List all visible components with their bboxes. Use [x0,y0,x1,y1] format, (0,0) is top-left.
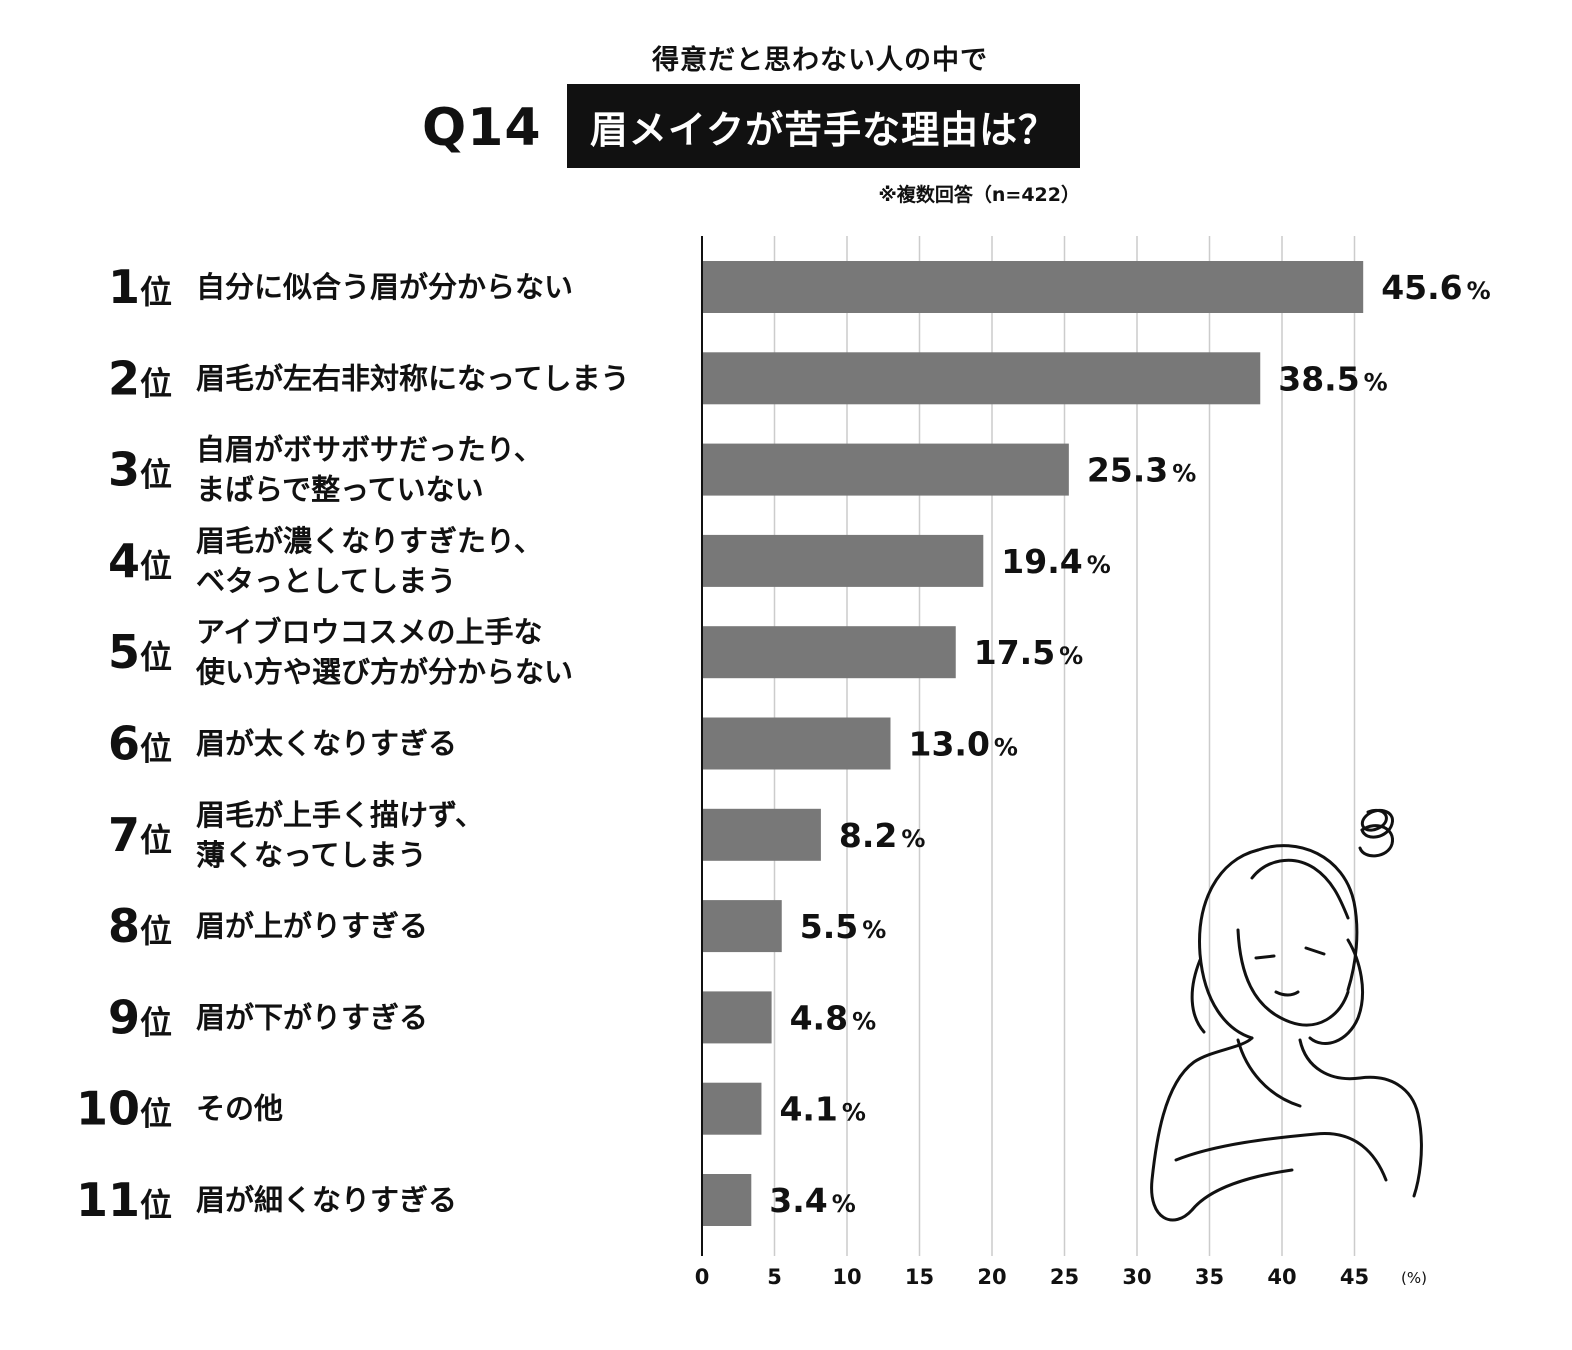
question-number: Q14 [422,98,542,158]
value-label: 4.1% [779,1090,866,1129]
category-label: まばらで整っていない [196,473,484,507]
bar [702,261,1364,313]
rank-label: 4位 [108,534,172,588]
rank-label: 5位 [108,625,172,679]
category-label: その他 [196,1092,283,1126]
value-label: 5.5% [800,907,887,946]
rank-label: 8位 [108,899,172,953]
x-tick-label: 40 [1267,1265,1296,1289]
x-unit-label: (%) [1401,1269,1427,1287]
value-label: 17.5% [974,633,1083,672]
bar [702,534,984,587]
rank-label: 10位 [76,1082,172,1136]
value-label: 25.3% [1087,451,1196,490]
value-label: 3.4% [769,1181,856,1220]
x-tick-label: 5 [767,1265,782,1289]
x-tick-label: 25 [1050,1265,1079,1289]
rank-label: 1位 [108,260,172,314]
bar [702,717,891,770]
worried-woman-illustration [1150,808,1423,1222]
grid-layer [773,236,1356,1256]
category-label: 自眉がボサボサだったり、 [196,433,543,467]
category-label: 眉毛が濃くなりすぎたり、 [196,524,543,558]
rank-label: 6位 [108,717,172,771]
x-tick-label: 30 [1122,1265,1151,1289]
category-label: 薄くなってしまう [196,838,427,872]
chart-title: 眉メイクが苦手な理由は？ [589,107,1058,152]
x-tick-label: 0 [695,1265,710,1289]
category-label: 眉が上がりすぎる [196,909,428,943]
text-layer: 0 5 10 15 20 25 30 35 40 45 (%) 1位 自分に似合う眉が分からない 45.6… [76,260,1491,1289]
category-label: 眉毛が左右非対称になってしまう [196,361,630,395]
rank-label: 3位 [108,443,172,497]
chart-title-box: 眉メイクが苦手な理由は？ [567,84,1080,168]
x-tick-label: 35 [1195,1265,1224,1289]
bar [702,991,772,1044]
category-label: 眉が細くなりすぎる [196,1183,457,1217]
category-label: 使い方や選び方が分からない [195,655,573,689]
x-tick-label: 20 [977,1265,1006,1289]
bar [702,1082,762,1135]
rank-label: 11位 [76,1173,172,1227]
value-label: 4.8% [790,998,877,1037]
value-label: 8.2% [839,816,926,855]
value-label: 13.0% [909,725,1018,764]
bar [702,626,956,679]
x-tick-label: 10 [832,1265,861,1289]
category-label: ベタっとしてしまう [196,564,456,598]
bar [702,352,1261,405]
category-label: 眉が下がりすぎる [196,1000,428,1034]
rank-label: 2位 [108,351,172,405]
value-label: 19.4% [1001,542,1110,581]
value-label: 38.5% [1278,359,1387,398]
bar [702,900,782,953]
rank-label: 7位 [108,808,172,862]
value-label: 45.6% [1381,268,1490,307]
chart-subtitle: 得意だと思わない人の中で [652,45,988,76]
category-label: アイブロウコスメの上手な [196,615,543,649]
x-tick-label: 15 [905,1265,934,1289]
category-label: 眉が太くなりすぎる [196,727,457,761]
bar [702,808,821,861]
bar-layer [701,236,1364,1256]
category-label: 眉毛が上手く描けず、 [196,798,484,832]
category-label: 自分に似合う眉が分からない [196,270,573,304]
bar [702,443,1069,496]
sample-note: ※複数回答（n=422） [878,184,1080,206]
x-tick-label: 45 [1340,1265,1369,1289]
bar [702,1174,752,1226]
rank-label: 9位 [108,990,172,1044]
